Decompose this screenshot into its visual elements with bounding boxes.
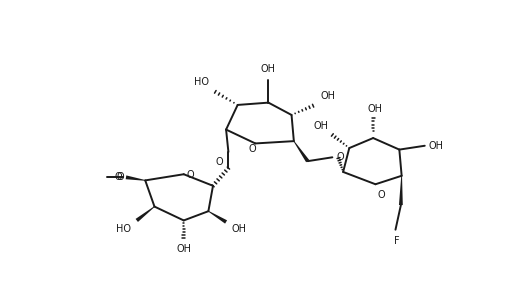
- Polygon shape: [293, 141, 309, 162]
- Polygon shape: [135, 206, 155, 222]
- Text: O: O: [117, 172, 124, 181]
- Text: OH: OH: [429, 141, 443, 151]
- Text: OH: OH: [368, 104, 383, 114]
- Text: OH: OH: [261, 64, 276, 74]
- Text: O: O: [377, 190, 385, 200]
- Text: HO: HO: [194, 77, 209, 87]
- Text: O: O: [187, 170, 194, 180]
- Text: HO: HO: [116, 224, 131, 234]
- Text: OH: OH: [314, 121, 328, 131]
- Polygon shape: [399, 176, 403, 205]
- Text: F: F: [394, 236, 400, 246]
- Text: OH: OH: [231, 224, 246, 234]
- Text: O: O: [115, 172, 122, 182]
- Text: O: O: [248, 144, 256, 154]
- Text: O: O: [215, 157, 223, 167]
- Polygon shape: [126, 176, 145, 181]
- Text: O: O: [336, 151, 344, 162]
- Text: OH: OH: [320, 91, 335, 101]
- Text: OH: OH: [176, 244, 191, 254]
- Polygon shape: [208, 211, 227, 224]
